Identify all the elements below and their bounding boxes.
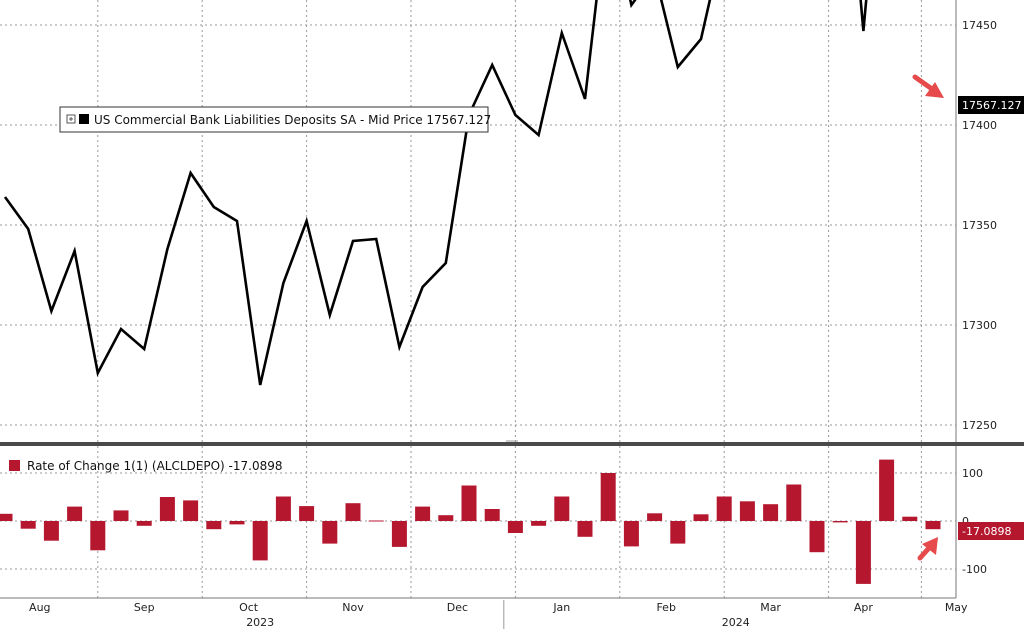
roc-bar — [577, 521, 593, 537]
roc-bar — [136, 521, 152, 526]
x-year-label: 2023 — [246, 616, 274, 629]
roc-bar — [252, 521, 268, 561]
last-roc-label: -17.0898 — [962, 525, 1011, 538]
roc-bar — [786, 484, 802, 521]
roc-bar — [206, 521, 222, 530]
last-roc-tag: -17.0898 — [958, 522, 1024, 540]
x-tick-label: Sep — [134, 601, 155, 614]
roc-bar — [855, 521, 871, 584]
x-tick-label: Feb — [656, 601, 675, 614]
arrow-up-right-icon — [917, 537, 938, 561]
roc-bar — [159, 497, 175, 521]
roc-bar — [925, 521, 941, 530]
roc-bar — [832, 521, 848, 523]
roc-bar — [763, 504, 779, 521]
bottom-legend-label: Rate of Change 1(1) (ALCLDEPO) -17.0898 — [27, 459, 283, 473]
legend-swatch-bar — [9, 460, 20, 471]
x-tick-label: Mar — [760, 601, 781, 614]
roc-bar — [809, 521, 825, 553]
y-tick-label: 17400 — [962, 119, 997, 132]
roc-bar — [415, 506, 431, 521]
roc-bar — [647, 513, 663, 521]
last-price-tag: 17567.127 — [958, 96, 1024, 114]
roc-bar — [484, 509, 500, 521]
last-price-label: 17567.127 — [962, 99, 1022, 112]
roc-bar — [67, 506, 83, 521]
roc-bar — [322, 521, 338, 544]
roc-bar — [438, 515, 454, 521]
roc-bar — [461, 485, 477, 521]
roc-bar — [600, 473, 616, 521]
roc-bar — [739, 501, 755, 521]
roc-bar — [507, 521, 523, 533]
roc-bar — [0, 513, 13, 521]
x-tick-label: Oct — [239, 601, 259, 614]
roc-bar — [90, 521, 106, 551]
x-tick-label: May — [945, 601, 968, 614]
roc-bar — [716, 496, 732, 521]
roc-bar — [43, 521, 59, 541]
top-legend-label: US Commercial Bank Liabilities Deposits … — [94, 113, 491, 127]
pane-divider[interactable] — [0, 442, 1024, 446]
roc-bar — [20, 521, 36, 529]
roc-bar — [670, 521, 686, 544]
y-tick-label: -100 — [962, 563, 987, 576]
roc-bar — [368, 520, 384, 522]
roc-bar — [531, 521, 547, 526]
x-tick-label: Apr — [854, 601, 874, 614]
expand-icon[interactable] — [66, 114, 76, 124]
roc-bar — [554, 496, 570, 521]
roc-bar — [183, 500, 199, 521]
y-tick-label: 100 — [962, 467, 983, 480]
roc-bar — [229, 521, 245, 525]
axis-labels: 1725017300173501740017450175001755017600… — [29, 19, 997, 629]
roc-bar — [902, 516, 918, 521]
x-tick-label: Jan — [552, 601, 570, 614]
top-legend[interactable]: US Commercial Bank Liabilities Deposits … — [59, 106, 491, 133]
roc-bar — [345, 503, 361, 521]
roc-bars — [0, 459, 941, 584]
legend-swatch-line — [79, 114, 89, 124]
roc-bar — [693, 514, 709, 521]
roc-bar — [113, 510, 129, 521]
y-tick-label: 17300 — [962, 319, 997, 332]
deposits-line — [3, 0, 868, 386]
x-tick-label: Aug — [29, 601, 50, 614]
x-tick-label: Dec — [447, 601, 468, 614]
y-tick-label: 17250 — [962, 419, 997, 432]
roc-bar — [299, 506, 315, 521]
x-tick-label: Nov — [342, 601, 364, 614]
x-year-label: 2024 — [722, 616, 750, 629]
roc-bar — [879, 459, 895, 521]
roc-bar — [275, 496, 291, 521]
roc-bar — [623, 521, 639, 547]
roc-bar — [391, 521, 407, 547]
arrow-down-right-icon — [912, 74, 944, 98]
y-tick-label: 17350 — [962, 219, 997, 232]
y-tick-label: 17450 — [962, 19, 997, 32]
y-tick-label: 0 — [962, 515, 969, 528]
bottom-legend[interactable]: Rate of Change 1(1) (ALCLDEPO) -17.0898 — [9, 459, 283, 473]
